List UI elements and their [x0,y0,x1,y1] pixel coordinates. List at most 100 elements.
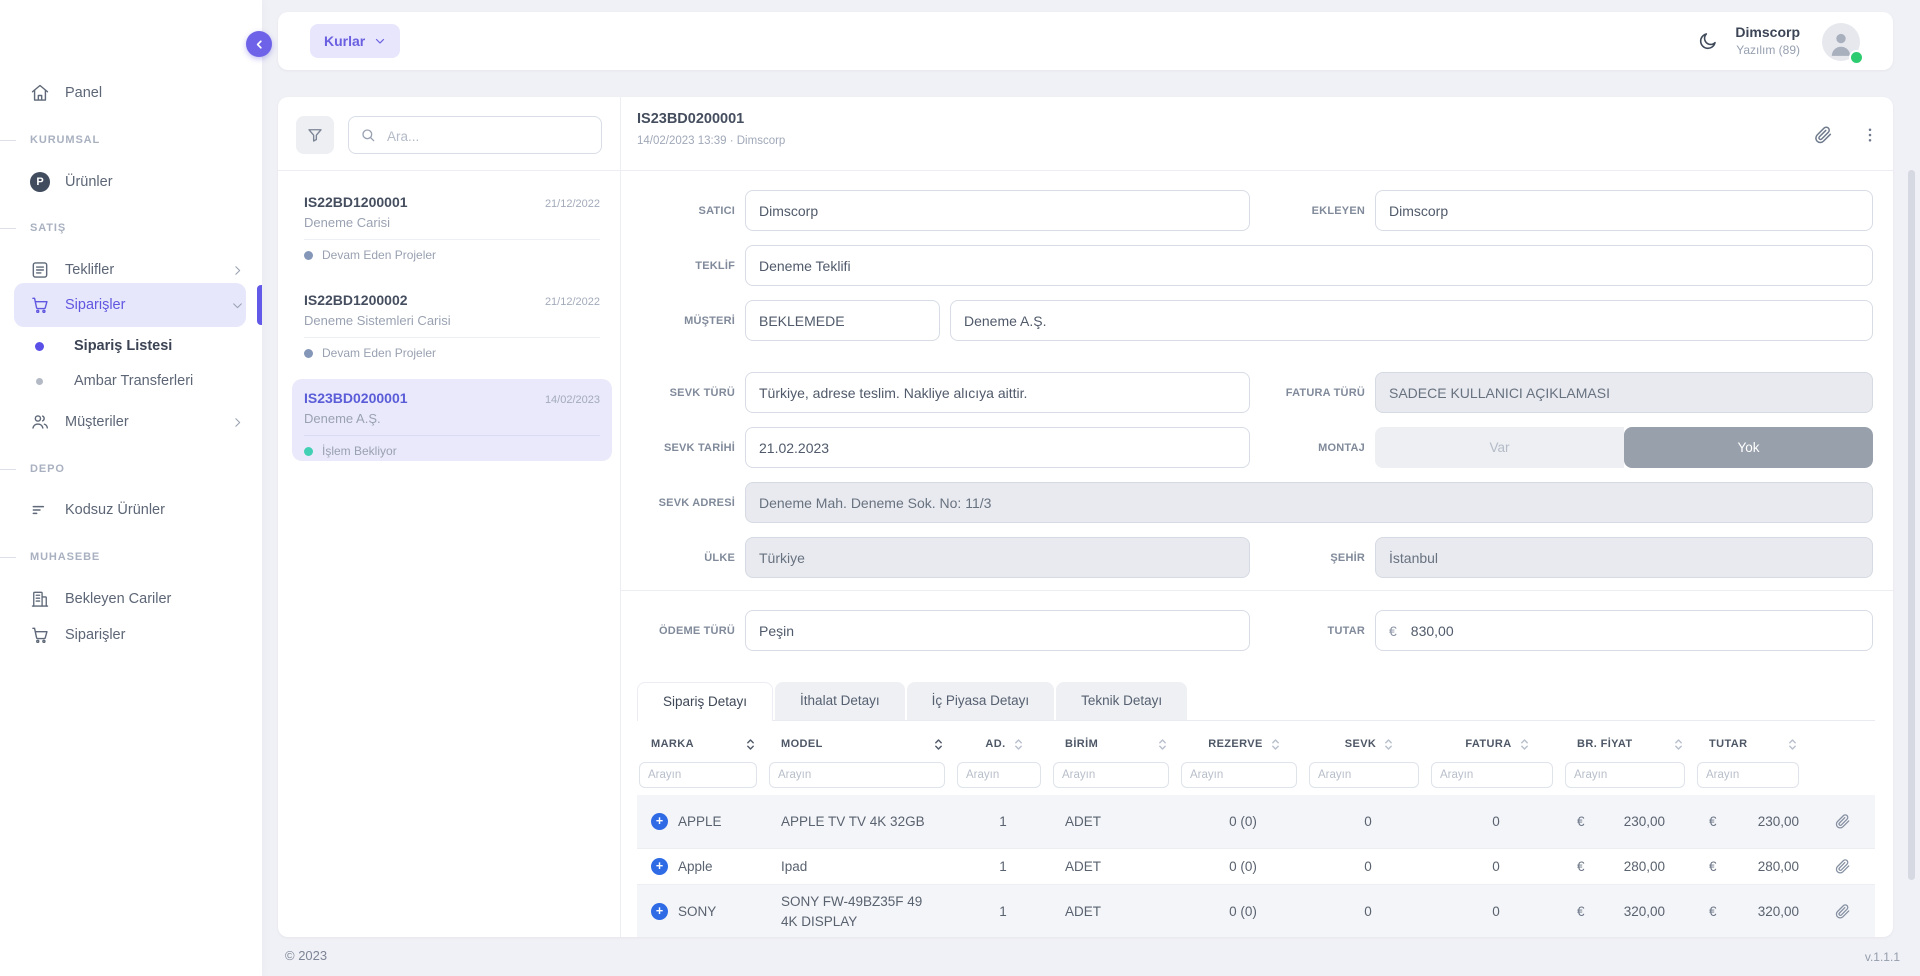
sevk-adresi-label: SEVK ADRESİ [658,497,735,509]
sidebar-item-teklifler[interactable]: Teklifler [0,250,262,290]
sidebar-item-bekleyen-cariler[interactable]: Bekleyen Cariler [0,579,262,619]
currency-symbol: € [1577,903,1585,919]
tab-teknik-detayi[interactable]: Teknik Detayı [1056,682,1188,720]
table-row[interactable]: + APPLE APPLE TV TV 4K 32GB 1 ADET 0 (0)… [637,795,1875,849]
expand-row-icon[interactable]: + [651,903,668,920]
order-detail-pane: IS23BD0200001 14/02/2023 13:39 · Dimscor… [620,97,1893,937]
user-menu[interactable]: Dimscorp Yazılım (89) [1735,24,1800,57]
expand-row-icon[interactable]: + [651,813,668,830]
search-input[interactable] [385,118,597,154]
sevk-adresi-input [745,482,1873,523]
cell-ad: 1 [999,813,1007,829]
sehir-input [1375,537,1873,578]
cell-model: APPLE TV TV 4K 32GB [781,813,925,829]
attachments-button[interactable] [1813,125,1833,145]
sidebar-item-musteriler[interactable]: Müşteriler [0,402,262,442]
order-status: Devam Eden Projeler [322,346,437,360]
table-filter-row [637,759,1875,793]
tab-siparis-detayi[interactable]: Sipariş Detayı [637,682,774,721]
column-header-rezerve[interactable]: REZERVE [1179,729,1307,759]
row-attachment-button[interactable] [1809,795,1875,848]
filter-fatura-input[interactable] [1431,762,1553,788]
filter-model-input[interactable] [769,762,945,788]
filter-rezerve-input[interactable] [1181,762,1297,788]
column-header-model[interactable]: MODEL [767,729,955,759]
musteri-durum-input[interactable] [745,300,940,341]
sidebar-item-panel[interactable]: Panel [0,73,262,113]
search-icon [362,129,375,142]
order-list-item[interactable]: IS22BD1200001 21/12/2022 Deneme Carisi D… [292,183,612,265]
column-header-fatura[interactable]: FATURA [1429,729,1563,759]
musteri-input[interactable] [950,300,1873,341]
sidebar-item-siparis-listesi[interactable]: Sipariş Listesi [0,326,262,366]
sevk-turu-input[interactable] [745,372,1250,413]
sevk-tarihi-input[interactable] [745,427,1250,468]
detail-title: IS23BD0200001 [637,111,745,127]
sidebar-item-urunler[interactable]: P Ürünler [0,162,262,202]
cart-icon [30,295,50,315]
order-list-item[interactable]: IS22BD1200002 21/12/2022 Deneme Sistemle… [292,281,612,363]
status-dot [304,348,313,358]
dark-mode-toggle[interactable] [1697,31,1718,52]
scrollbar-thumb[interactable] [1908,170,1915,880]
montaj-label: MONTAJ [1318,442,1365,454]
more-options-button[interactable] [1861,125,1879,145]
column-header-br-fiyat[interactable]: BR. FİYAT [1563,729,1695,759]
sort-icon [1674,738,1683,751]
kurlar-button[interactable]: Kurlar [310,24,401,58]
column-header-actions [1809,729,1875,759]
fatura-turu-label: FATURA TÜRÜ [1285,387,1365,399]
order-list-item-selected[interactable]: IS23BD0200001 14/02/2023 Deneme A.Ş. İşl… [292,379,612,461]
cell-rezerve: 0 (0) [1229,813,1257,829]
order-date: 21/12/2022 [544,198,600,210]
cell-birim: ADET [1065,903,1102,919]
sidebar-item-siparisler-muhasebe[interactable]: Siparişler [0,615,262,655]
filter-tutar-input[interactable] [1697,762,1799,788]
column-header-ad[interactable]: AD. [955,729,1051,759]
currency-symbol: € [1709,858,1717,874]
column-header-sevk[interactable]: SEVK [1307,729,1429,759]
cart-icon [30,625,50,645]
sidebar-item-ambar-transferleri[interactable]: Ambar Transferleri [0,361,262,401]
tab-ic-piyasa-detayi[interactable]: İç Piyasa Detayı [906,682,1055,720]
filter-ad-input[interactable] [957,762,1041,788]
list-lines-icon [30,500,50,520]
sidebar-item-siparisler[interactable]: Siparişler [0,285,262,325]
row-attachment-button[interactable] [1809,885,1875,937]
order-status: İşlem Bekliyor [322,444,397,458]
paperclip-icon [1834,858,1851,875]
cell-sevk: 0 [1364,903,1372,919]
filter-birim-input[interactable] [1053,762,1169,788]
teklif-label: TEKLİF [695,260,735,272]
satici-input[interactable] [745,190,1250,231]
montaj-option-yok[interactable]: Yok [1624,427,1873,468]
sidebar-item-kodsuz-urunler[interactable]: Kodsuz Ürünler [0,490,262,530]
ekleyen-input[interactable] [1375,190,1873,231]
table-row[interactable]: + Apple Ipad 1 ADET 0 (0) 0 0 € 280,00 € [637,849,1875,885]
filter-sevk-input[interactable] [1309,762,1419,788]
filter-button[interactable] [296,116,334,154]
tutar-label: TUTAR [1327,625,1365,637]
cell-sevk: 0 [1364,813,1372,829]
ulke-input [745,537,1250,578]
tutar-input[interactable]: € 830,00 [1375,610,1873,651]
order-date: 21/12/2022 [544,296,600,308]
column-header-birim[interactable]: BİRİM [1051,729,1179,759]
expand-row-icon[interactable]: + [651,858,668,875]
row-attachment-button[interactable] [1809,849,1875,884]
filter-br-fiyat-input[interactable] [1565,762,1685,788]
currency-symbol: € [1577,858,1585,874]
filter-marka-input[interactable] [639,762,757,788]
detail-subtitle: 14/02/2023 13:39 · Dimscorp [637,135,786,147]
table-row[interactable]: + SONY SONY FW-49BZ35F 49 4K DISPLAY 1 A… [637,885,1875,937]
person-icon [1831,33,1851,56]
odeme-turu-input[interactable] [745,610,1250,651]
building-icon [30,589,50,609]
sort-icon [1271,738,1280,751]
teklif-input[interactable] [745,245,1873,286]
column-header-marka[interactable]: MARKA [637,729,767,759]
column-header-tutar[interactable]: TUTAR [1695,729,1809,759]
montaj-option-var[interactable]: Var [1375,427,1624,468]
tab-ithalat-detayi[interactable]: İthalat Detayı [775,682,905,720]
sidebar-collapse-button[interactable] [246,31,272,57]
